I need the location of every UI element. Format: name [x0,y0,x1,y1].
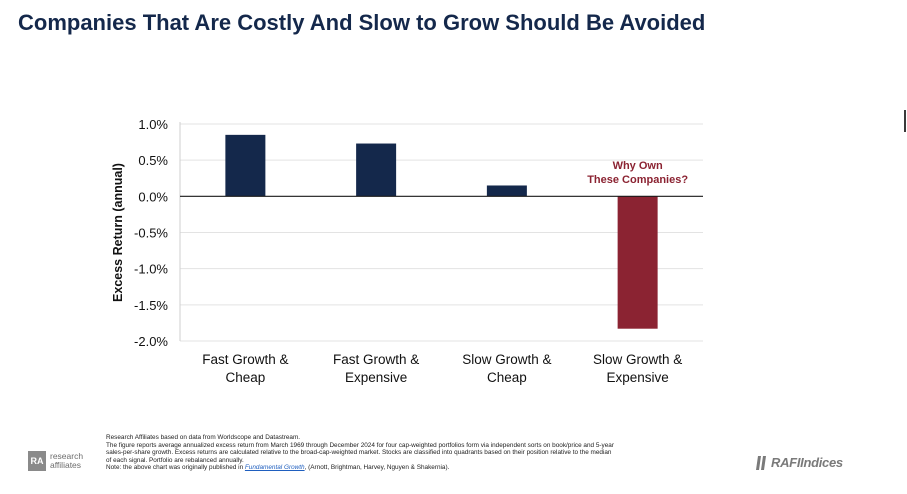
rafi-indices-logo: RAFIIndices [756,455,843,470]
x-category-label: Slow Growth & [462,352,551,367]
ra-logo-text: research affiliates [50,452,83,470]
footnote-note: Note: the above chart was originally pub… [106,464,721,472]
bar [486,185,527,197]
y-tick-label: 0.5% [138,153,168,168]
y-tick-label: 1.0% [138,117,168,132]
y-tick-label: -2.0% [134,334,168,349]
source-footnote: Research Affiliates based on data from W… [106,434,721,472]
x-category-label: Cheap [225,370,265,385]
bar [617,196,658,329]
footnote-line-rebalance: of each signal. Portfolio are rebalanced… [106,456,244,464]
ra-logo-line1: research [50,451,84,461]
fundamental-growth-link[interactable]: Fundamental Growth [244,464,305,472]
y-tick-label: -1.0% [134,262,168,277]
x-category-label: Fast Growth & [333,352,419,367]
x-category-label: Fast Growth & [202,352,288,367]
x-category-label: Expensive [345,370,407,385]
x-category-label: Cheap [487,370,527,385]
bar [356,143,397,197]
annotation-text: Why Own [613,160,663,172]
x-category-label: Slow Growth & [593,352,682,367]
rafi-logo-text: RAFIIndices [771,455,843,470]
annotation-text: These Companies? [587,174,688,186]
y-axis-title: Excess Return (annual) [111,163,125,302]
ra-logo-line2: affiliates [50,460,82,470]
research-affiliates-logo: RA research affiliates [28,451,83,471]
window-edge-marker [904,110,906,132]
page-title: Companies That Are Costly And Slow to Gr… [18,10,706,35]
note-prefix: Note: the above chart was originally pub… [106,464,245,472]
y-tick-label: -1.5% [134,298,168,313]
bar [225,134,266,197]
x-category-label: Expensive [606,370,668,385]
bar-chart: 1.0% 0.5% 0.0% -0.5% -1.0% -1.5% -2.0% Fast Gro… [111,117,703,385]
footnote-line-source: Research Affiliates based on data from W… [106,434,301,441]
rafi-logo-icon [756,455,766,470]
y-tick-label: 0.0% [138,189,168,204]
footnote-line-method-2: sales-per-share growth. Excess returns a… [106,449,612,457]
note-suffix: , (Arnott, Brightman, Harvey, Nguyen & S… [304,464,450,472]
ra-logo-mark: RA [28,451,46,471]
y-tick-label: -0.5% [134,226,168,241]
footnote-line-method: The figure reports average annualized ex… [106,441,614,449]
